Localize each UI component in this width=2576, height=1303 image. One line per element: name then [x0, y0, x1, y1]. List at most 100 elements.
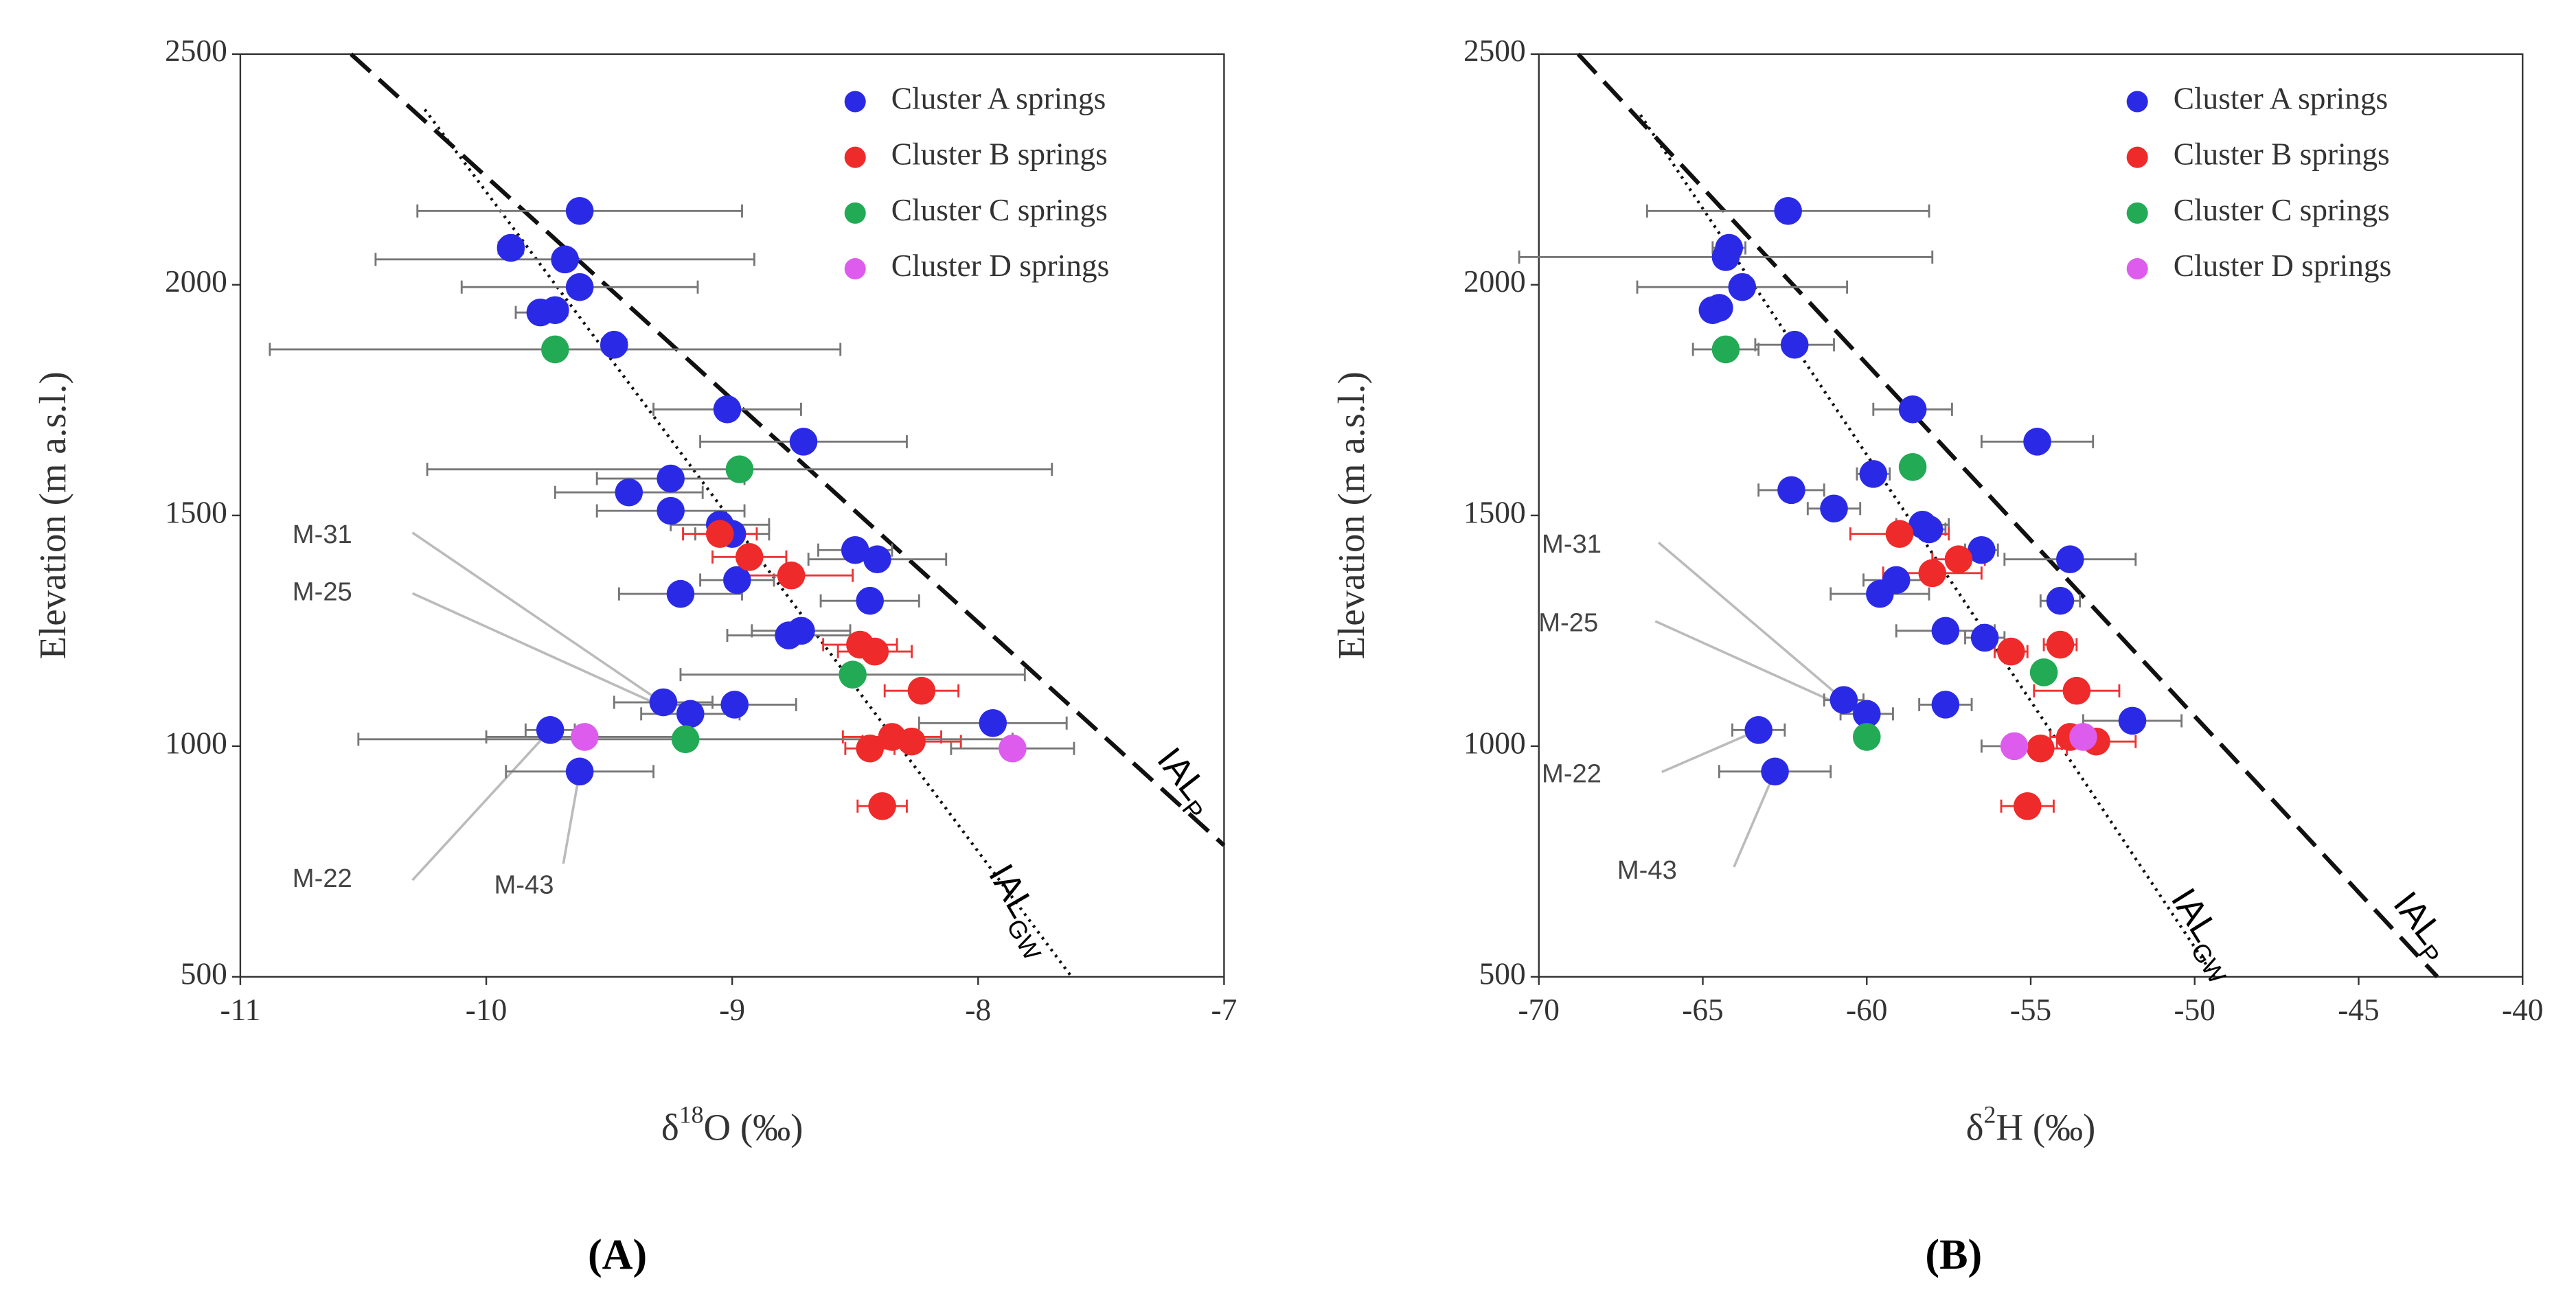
- point: [1997, 637, 2025, 666]
- point: [856, 586, 885, 615]
- y-tick-label: 2500: [1463, 34, 1526, 68]
- ial-label-main: IAL: [2163, 881, 2226, 949]
- point: [600, 330, 628, 359]
- annotation-leader: [1733, 771, 1777, 868]
- point: [615, 478, 643, 507]
- point: [839, 660, 867, 689]
- x-tick-label: -55: [2010, 993, 2051, 1027]
- legend-marker: [2126, 146, 2148, 168]
- y-tick-label: 500: [1479, 956, 1526, 991]
- x-tick-label: -65: [1682, 993, 1723, 1027]
- point: [2046, 586, 2075, 615]
- x-tick-label: -11: [220, 993, 261, 1027]
- ial-label: IALP: [1143, 740, 1225, 825]
- point: [2118, 706, 2147, 735]
- point: [2029, 658, 2058, 687]
- point: [571, 723, 599, 751]
- point: [666, 579, 695, 608]
- y-tick-label: 2000: [165, 264, 227, 299]
- point: [565, 273, 594, 301]
- point: [735, 543, 764, 571]
- point: [723, 566, 751, 595]
- point: [541, 296, 569, 325]
- point: [789, 428, 818, 456]
- annotation-leader: [1657, 541, 1845, 702]
- point: [2027, 734, 2055, 763]
- x-tick-label: -60: [1846, 993, 1887, 1027]
- legend-marker: [844, 91, 866, 113]
- point: [1931, 691, 1960, 719]
- point: [497, 233, 525, 262]
- legend-marker: [844, 258, 866, 280]
- legend-label: Cluster B springs: [2174, 137, 2390, 172]
- x-tick-label: -8: [965, 993, 991, 1027]
- point: [1852, 723, 1881, 751]
- ial-label: IALGW: [2156, 881, 2248, 989]
- annotation-label: M-22: [1542, 759, 1602, 788]
- x-tick-label: -50: [2174, 993, 2215, 1027]
- point: [551, 245, 579, 274]
- annotation-leader: [1661, 728, 1759, 774]
- point: [1898, 452, 1927, 481]
- x-axis-title-part: H (‰): [1996, 1106, 2095, 1148]
- point: [725, 455, 754, 483]
- x-tick-label: -9: [719, 993, 745, 1027]
- point: [1711, 335, 1740, 364]
- point: [1777, 476, 1805, 505]
- annotation-label: M-31: [293, 520, 352, 549]
- point: [907, 676, 936, 705]
- legend-label: Cluster A springs: [2174, 81, 2389, 115]
- point: [541, 335, 569, 364]
- annotation-label: M-43: [494, 870, 554, 900]
- point: [856, 734, 885, 763]
- ial-line: [1639, 114, 2216, 978]
- x-tick-label: -70: [1518, 993, 1560, 1027]
- point: [2013, 792, 2042, 820]
- point: [713, 395, 742, 424]
- x-axis-title-part: δ: [661, 1106, 679, 1148]
- point: [657, 496, 685, 525]
- legend-label: Cluster D springs: [2174, 249, 2392, 283]
- y-tick-label: 500: [181, 956, 227, 991]
- legend-label: Cluster C springs: [2174, 193, 2390, 227]
- x-axis-title-part: δ: [1966, 1106, 1984, 1148]
- x-axis-title-part: 18: [679, 1101, 704, 1129]
- point: [1852, 700, 1881, 728]
- point: [979, 708, 1007, 737]
- point: [2000, 732, 2029, 761]
- annotation-leader: [562, 771, 581, 864]
- point: [1744, 716, 1773, 744]
- x-tick-label: -10: [466, 993, 507, 1027]
- point: [1944, 545, 1973, 573]
- point: [777, 561, 806, 590]
- point: [999, 734, 1027, 763]
- point: [1915, 515, 1944, 544]
- point: [1728, 273, 1757, 301]
- point: [671, 725, 700, 754]
- legend-label: Cluster C springs: [891, 193, 1108, 227]
- annotation-leader: [411, 729, 551, 881]
- point: [1970, 623, 1999, 652]
- point: [2069, 723, 2097, 751]
- point: [863, 545, 891, 573]
- point: [1968, 535, 1996, 564]
- point: [1866, 579, 1894, 608]
- legend-marker: [2126, 258, 2148, 280]
- point: [565, 757, 594, 786]
- point: [676, 700, 705, 728]
- ial-label-main: IAL: [1150, 740, 1215, 807]
- point: [1705, 294, 1733, 322]
- x-tick-label: -40: [2502, 993, 2543, 1027]
- ial-line: [1576, 52, 2439, 979]
- y-tick-label: 1500: [1463, 495, 1526, 529]
- y-axis-title: Elevation (m a.s.l.): [1330, 371, 1372, 659]
- annotation-leader: [411, 531, 659, 702]
- point: [565, 196, 594, 225]
- panel: -70 -65 -60 -55 -50 -45 -40 500 1000 1500 2000 2500…: [1330, 34, 2543, 1278]
- point: [705, 520, 734, 549]
- legend-marker: [844, 202, 866, 224]
- point: [841, 535, 869, 564]
- point: [2062, 676, 2091, 705]
